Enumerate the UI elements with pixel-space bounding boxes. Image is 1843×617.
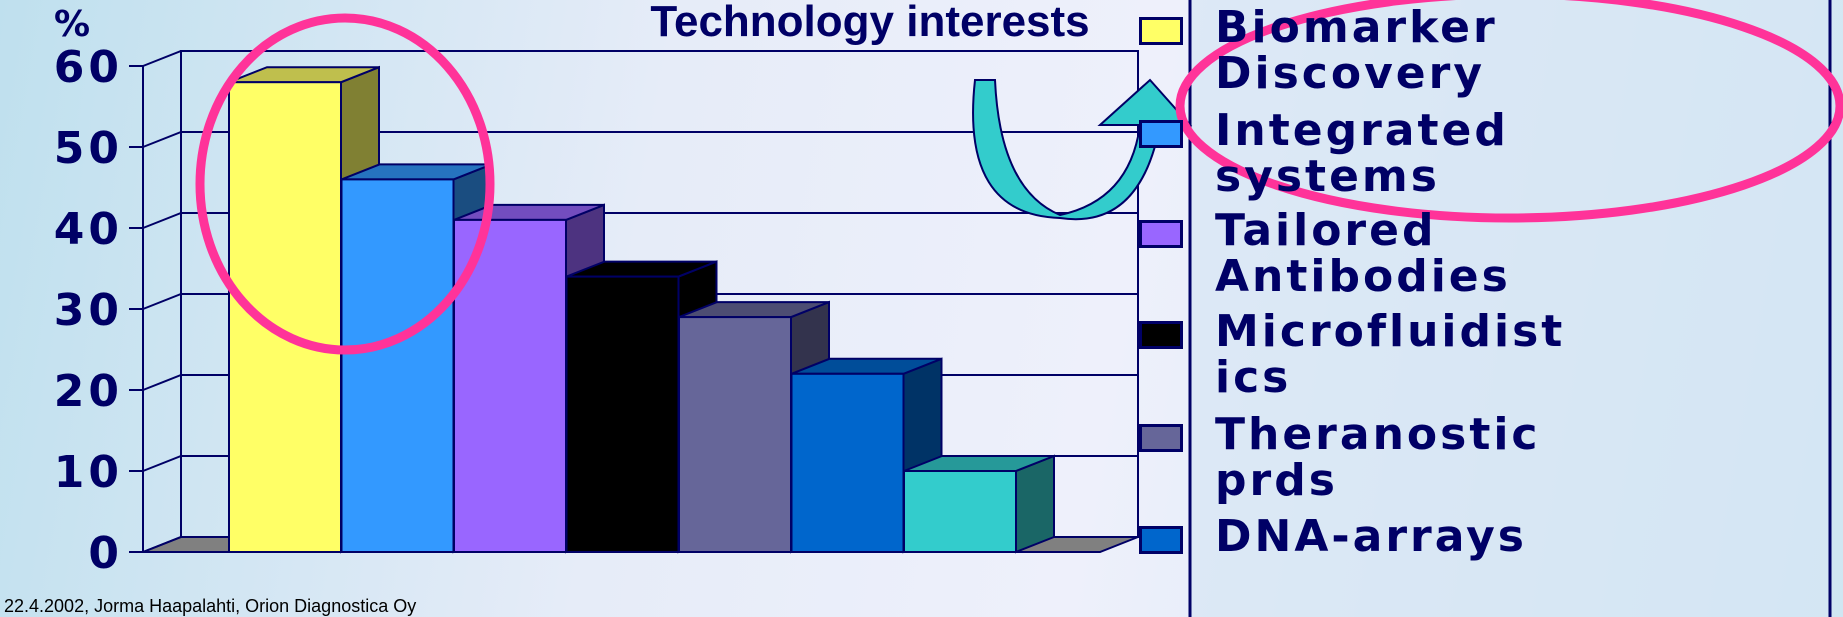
legend-entry: Tailored Antibodies <box>1139 205 1575 302</box>
bar <box>678 316 792 553</box>
grid-line <box>142 131 1138 148</box>
legend-swatch <box>1139 526 1183 554</box>
footer: 22.4.2002, Jorma Haapalahti, Orion Diagn… <box>4 596 416 616</box>
y-tick-label: 60 <box>54 42 123 93</box>
legend-swatch <box>1139 321 1183 349</box>
legend-entry: Biomarker Discovery <box>1139 2 1575 99</box>
legend-swatch <box>1139 120 1183 148</box>
legend-swatch <box>1139 220 1183 248</box>
bar <box>565 275 680 553</box>
y-tick-label: 40 <box>54 204 123 255</box>
y-tick-label: 30 <box>54 285 123 336</box>
bar <box>340 178 455 553</box>
legend-label: Theranostic prds <box>1215 409 1541 506</box>
bar <box>903 470 1017 553</box>
legend-label: Biomarker Discovery <box>1215 2 1498 99</box>
highlight-ellipse <box>1175 0 1843 223</box>
legend-entry: Microfluidistics <box>1139 306 1575 403</box>
legend-entry: Integrated systems <box>1139 105 1575 202</box>
legend-swatch <box>1139 17 1183 45</box>
legend-label: Tailored Antibodies <box>1215 205 1511 302</box>
y-tick-label: 50 <box>54 123 123 174</box>
bar-side <box>1015 454 1055 554</box>
y-axis-label: % <box>54 4 90 45</box>
bar <box>790 372 905 553</box>
legend-entry: Theranostic prds <box>1139 409 1575 506</box>
bar <box>228 81 342 553</box>
grid-line <box>142 293 1138 310</box>
legend-label: DNA-arrays <box>1215 511 1527 562</box>
legend-swatch <box>1139 424 1183 452</box>
legend-label: Integrated systems <box>1215 105 1509 202</box>
chart-title: Technology interests <box>650 0 1089 46</box>
legend-entry: DNA-arrays <box>1139 511 1575 562</box>
y-tick-label: 0 <box>88 528 123 579</box>
bar <box>453 218 567 553</box>
legend-label: Microfluidistics <box>1215 306 1566 403</box>
grid-line <box>142 50 1138 67</box>
grid-line <box>142 212 1138 229</box>
legend-panel <box>1190 0 1830 617</box>
y-tick-label: 20 <box>54 366 123 417</box>
arrow <box>972 78 1193 221</box>
highlight-ellipse <box>195 13 495 355</box>
y-tick-label: 10 <box>54 447 123 498</box>
